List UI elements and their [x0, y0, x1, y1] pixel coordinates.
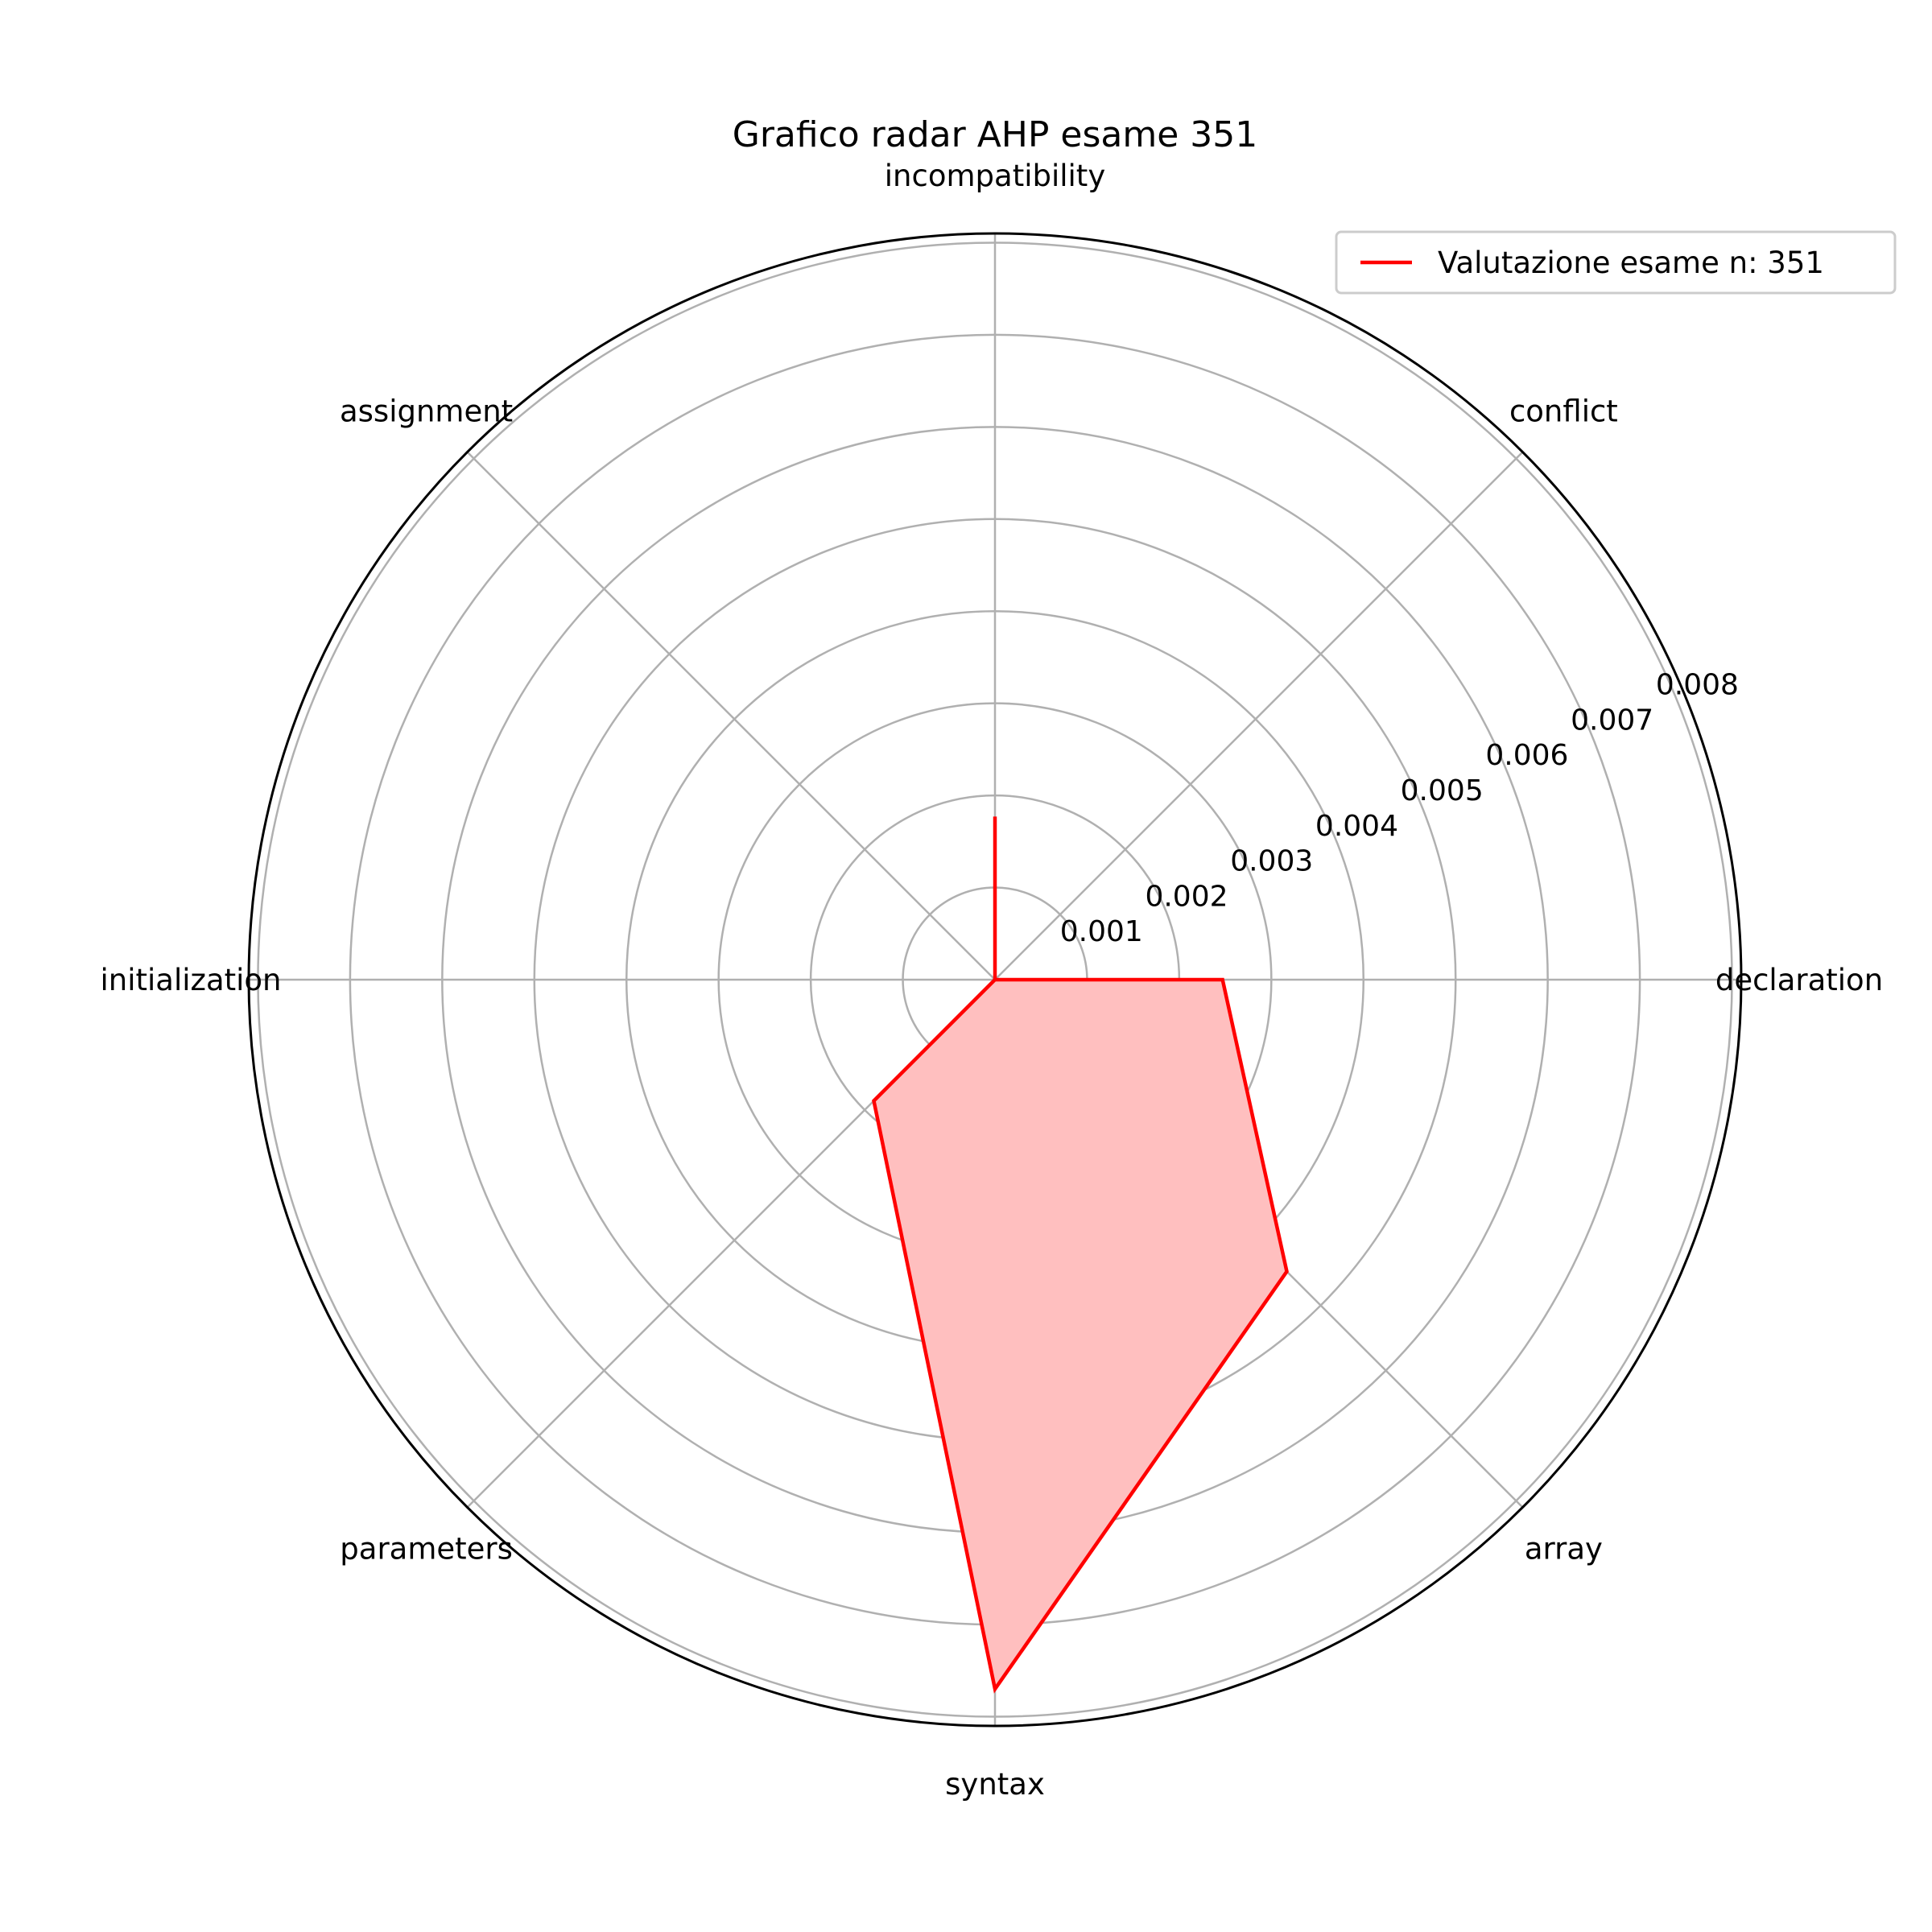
chart-title: Grafico radar AHP esame 351 — [733, 114, 1258, 155]
r-tick-label-6: 0.006 — [1485, 739, 1568, 772]
polar-frame — [247, 232, 1743, 1728]
legend-entry-label: Valutazione esame n: 351 — [1438, 246, 1824, 280]
r-tick-label-1: 0.001 — [1060, 915, 1143, 948]
category-label-array: array — [1525, 1531, 1603, 1566]
category-label-parameters: parameters — [340, 1531, 513, 1566]
category-label-conflict: conflict — [1509, 394, 1618, 429]
legend-frame — [1335, 230, 1897, 295]
radar-series — [872, 816, 1289, 1694]
series-area-0 — [873, 816, 1287, 1690]
category-label-syntax: syntax — [945, 1767, 1045, 1802]
r-tick-label-8: 0.008 — [1656, 669, 1739, 702]
series-line-0 — [872, 816, 1289, 1694]
r-tick-label-4: 0.004 — [1315, 810, 1398, 843]
r-tick-label-2: 0.002 — [1145, 880, 1228, 913]
legend: Valutazione esame n: 351 — [1335, 230, 1897, 295]
r-tick-label-5: 0.005 — [1401, 774, 1484, 807]
r-tick-label-3: 0.003 — [1230, 845, 1313, 878]
grid-spoke-conflict — [994, 451, 1524, 980]
category-label-assignment: assignment — [340, 394, 513, 429]
category-labels: declaration conflict incompatibility assign… — [101, 159, 1884, 1802]
r-tick-label-7: 0.007 — [1571, 704, 1653, 737]
grid-spoke-assignment — [466, 451, 996, 980]
category-label-incompatibility: incompatibility — [885, 159, 1105, 193]
category-label-initialization: initialization — [101, 963, 282, 997]
category-label-declaration: declaration — [1715, 963, 1883, 997]
